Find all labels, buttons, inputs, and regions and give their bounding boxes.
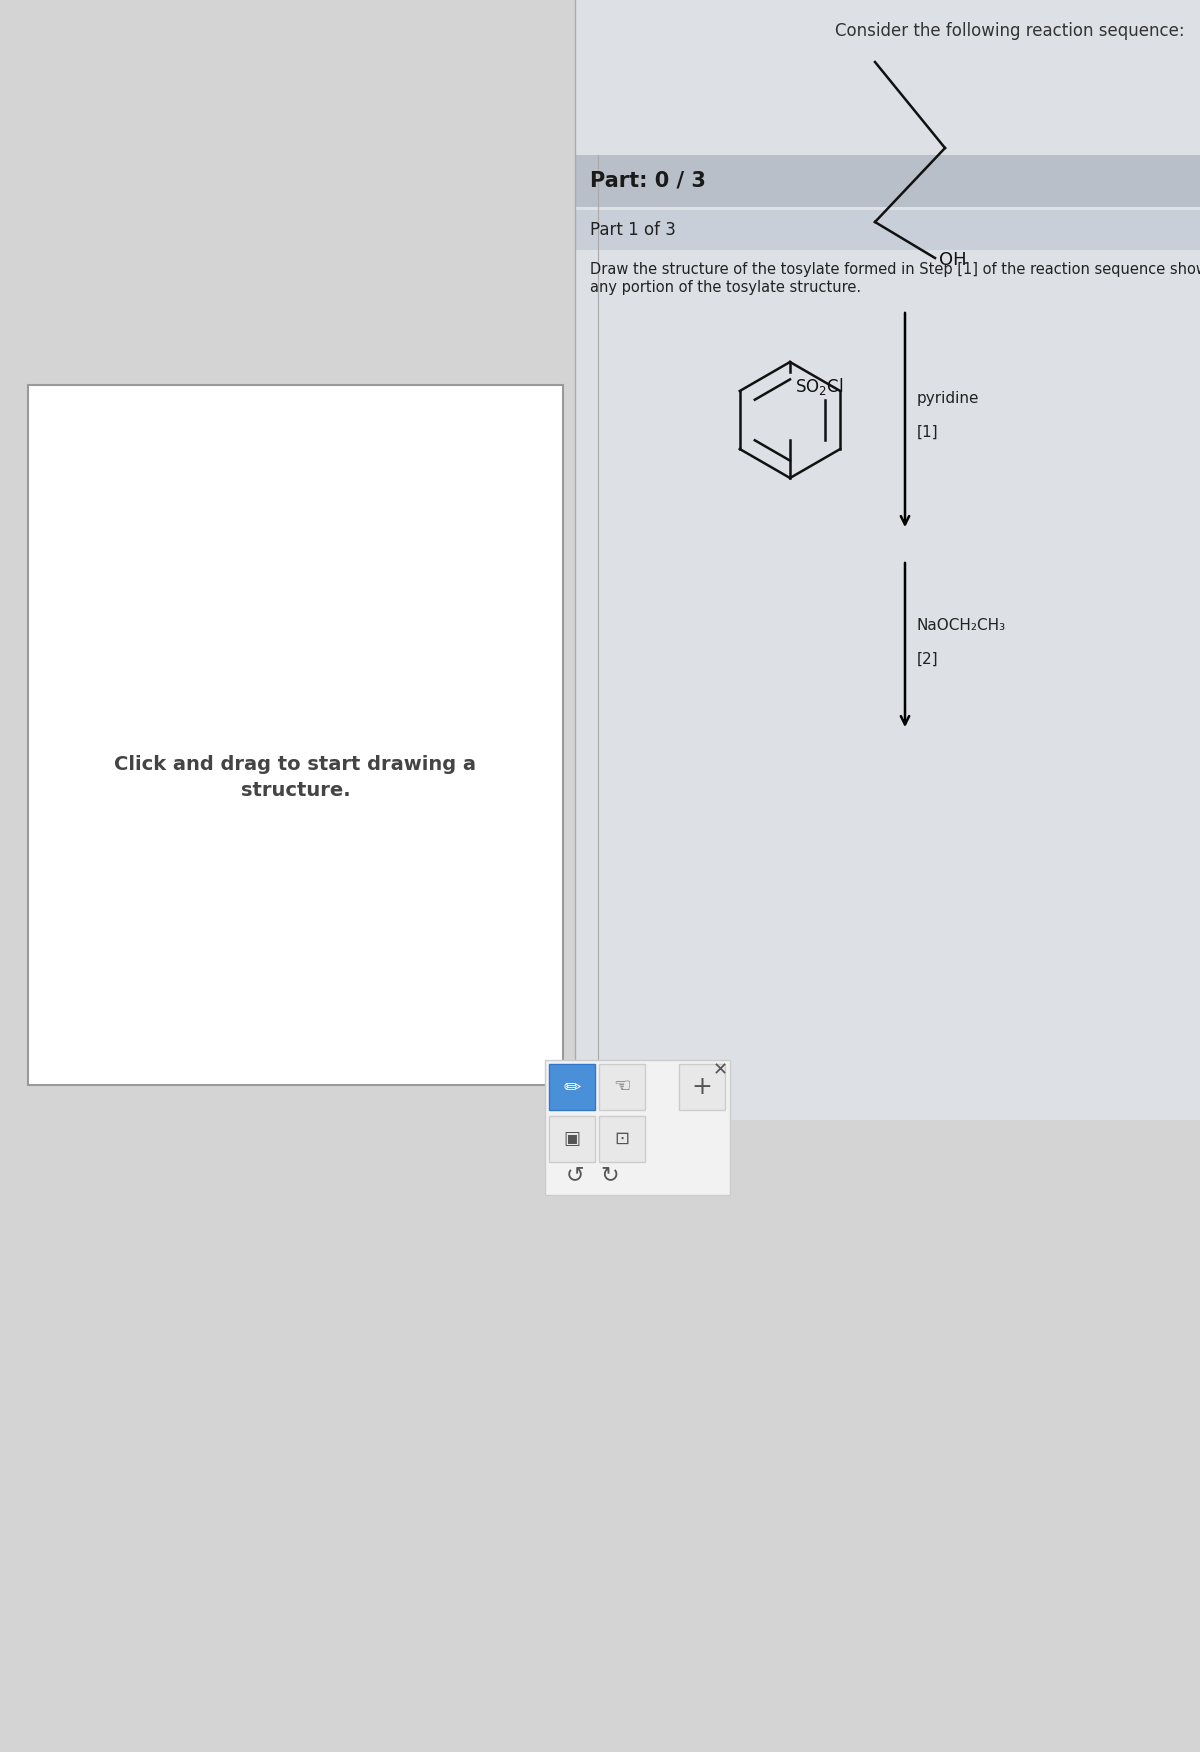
Text: any portion of the tosylate structure.: any portion of the tosylate structure. [590,280,862,294]
Bar [28,385,563,1084]
Text: Part: 0 / 3: Part: 0 / 3 [590,172,706,191]
Text: ▣: ▣ [564,1130,581,1148]
Bar [679,1063,725,1111]
Text: ↺: ↺ [565,1165,584,1184]
Text: Consider the following reaction sequence:: Consider the following reaction sequence… [835,23,1186,40]
Bar [575,210,1200,251]
Bar [575,0,1200,1120]
Text: SO$_2$Cl: SO$_2$Cl [796,377,844,398]
Text: structure.: structure. [241,780,350,799]
Bar [550,1116,595,1162]
Text: [2]: [2] [917,652,938,666]
Text: [1]: [1] [917,424,938,440]
Bar [575,154,1200,207]
Text: ✏: ✏ [563,1077,581,1097]
Text: ⊡: ⊡ [614,1130,630,1148]
Text: pyridine: pyridine [917,391,979,405]
Text: Click and drag to start drawing a: Click and drag to start drawing a [114,755,476,774]
Text: ↻: ↻ [601,1165,619,1184]
Bar [545,1060,730,1195]
Text: OH: OH [940,251,967,270]
Text: NaOCH₂CH₃: NaOCH₂CH₃ [917,617,1006,632]
Text: ✕: ✕ [713,1062,727,1079]
Text: Part 1 of 3: Part 1 of 3 [590,221,676,238]
Bar [599,1063,646,1111]
Bar [550,1063,595,1111]
Text: ☜: ☜ [613,1077,631,1097]
Text: +: + [691,1076,713,1099]
Bar [599,1116,646,1162]
Text: Draw the structure of the tosylate formed in Step [1] of the reaction sequence s: Draw the structure of the tosylate forme… [590,263,1200,277]
